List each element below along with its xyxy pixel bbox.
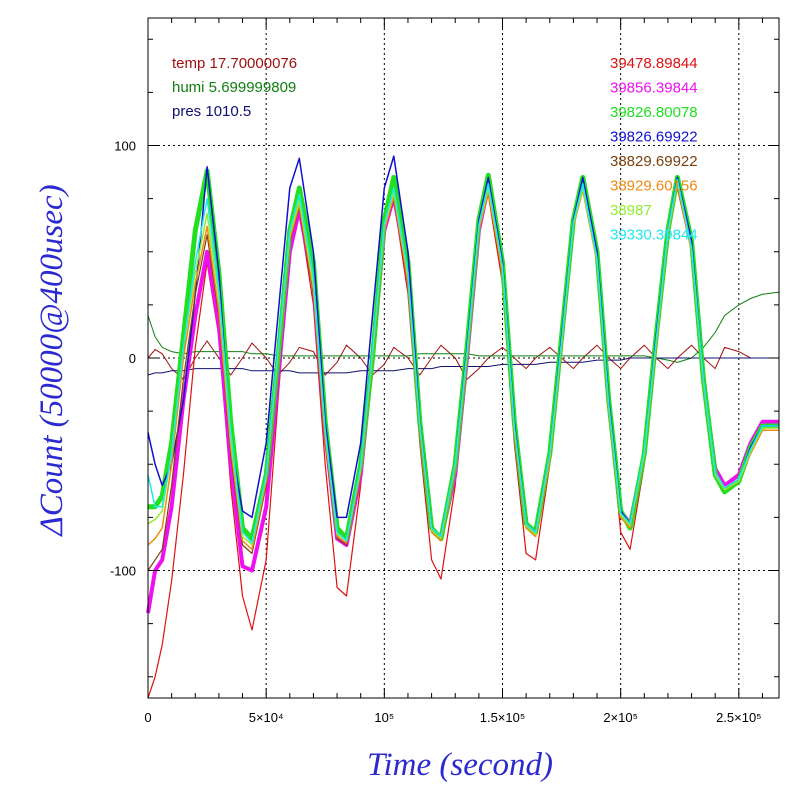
x-tick-label: 10⁵	[374, 710, 394, 725]
env-curve-temp	[147, 340, 779, 381]
tick-layer	[147, 18, 779, 698]
y-tick-label: 0	[129, 351, 136, 366]
env-curves-layer	[147, 291, 780, 381]
x-tick-label: 5×10⁴	[249, 710, 284, 725]
env-annotation: pres 1010.5	[172, 103, 251, 120]
legend-entry: 39856.39844	[610, 80, 698, 97]
x-tick-label: 2×10⁵	[603, 710, 638, 725]
series-line-8	[147, 178, 779, 544]
env-annotation: humi 5.699999809	[172, 79, 296, 96]
legend-entry: 39330.39844	[610, 227, 698, 244]
y-axis-title: ΔCount (50000@400usec)	[34, 184, 70, 537]
series-line-1	[147, 187, 779, 699]
legend-entry: 39826.80078	[610, 104, 698, 121]
env-annotations: temp 17.70000076 humi 5.699999809 pres 101…	[172, 55, 297, 120]
x-tick-label: 1.5×10⁵	[480, 710, 526, 725]
legend-entry: 39826.69922	[610, 129, 698, 146]
y-tick-label: 100	[114, 139, 136, 154]
legend-entry: 38829.69922	[610, 153, 698, 170]
env-annotation: temp 17.70000076	[172, 55, 297, 72]
legend-entry: 39478.89844	[610, 55, 698, 72]
y-tick-label: -100	[110, 564, 136, 579]
env-curve-humi	[147, 291, 780, 363]
legend-entry: 38929.60156	[610, 178, 698, 195]
series-legend: 39478.89844 39856.39844 39826.80078 39826.6…	[610, 55, 698, 244]
legend-entry: 38987	[610, 202, 652, 219]
x-axis-title: Time (second)	[367, 747, 553, 783]
env-curve-pres	[147, 357, 779, 376]
series-layer	[146, 155, 779, 699]
x-tick-label: 2.5×10⁵	[716, 710, 762, 725]
tick-label-layer: 0 5×10⁴ 10⁵ 1.5×10⁵ 2×10⁵ 2.5×10⁵ 100 0 -100	[110, 139, 762, 726]
x-tick-label: 0	[144, 710, 151, 725]
